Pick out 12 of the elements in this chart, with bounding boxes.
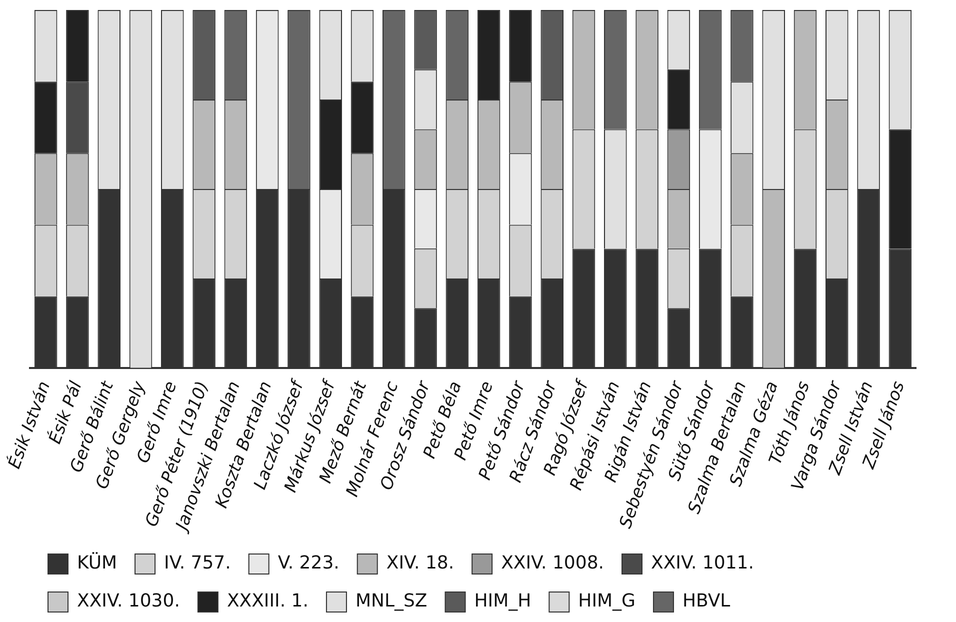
legend-label: HBVL [682, 590, 730, 612]
legend-label: XXIV. 1008. [501, 552, 604, 574]
legend-label: XXXIII. 1. [226, 590, 308, 612]
legend-label: XXIV. 1011. [651, 552, 754, 574]
legend-label: XIV. 18. [386, 552, 454, 574]
legend-label: KÜM [77, 552, 118, 574]
legend-label: XXIV. 1030. [77, 590, 180, 612]
legend-label: HIM_G [578, 590, 636, 612]
legend-label: IV. 757. [164, 552, 231, 574]
legend-label: MNL_SZ [355, 590, 428, 612]
legend-label: V. 223. [278, 552, 340, 574]
legend-label: HIM_H [474, 590, 532, 612]
